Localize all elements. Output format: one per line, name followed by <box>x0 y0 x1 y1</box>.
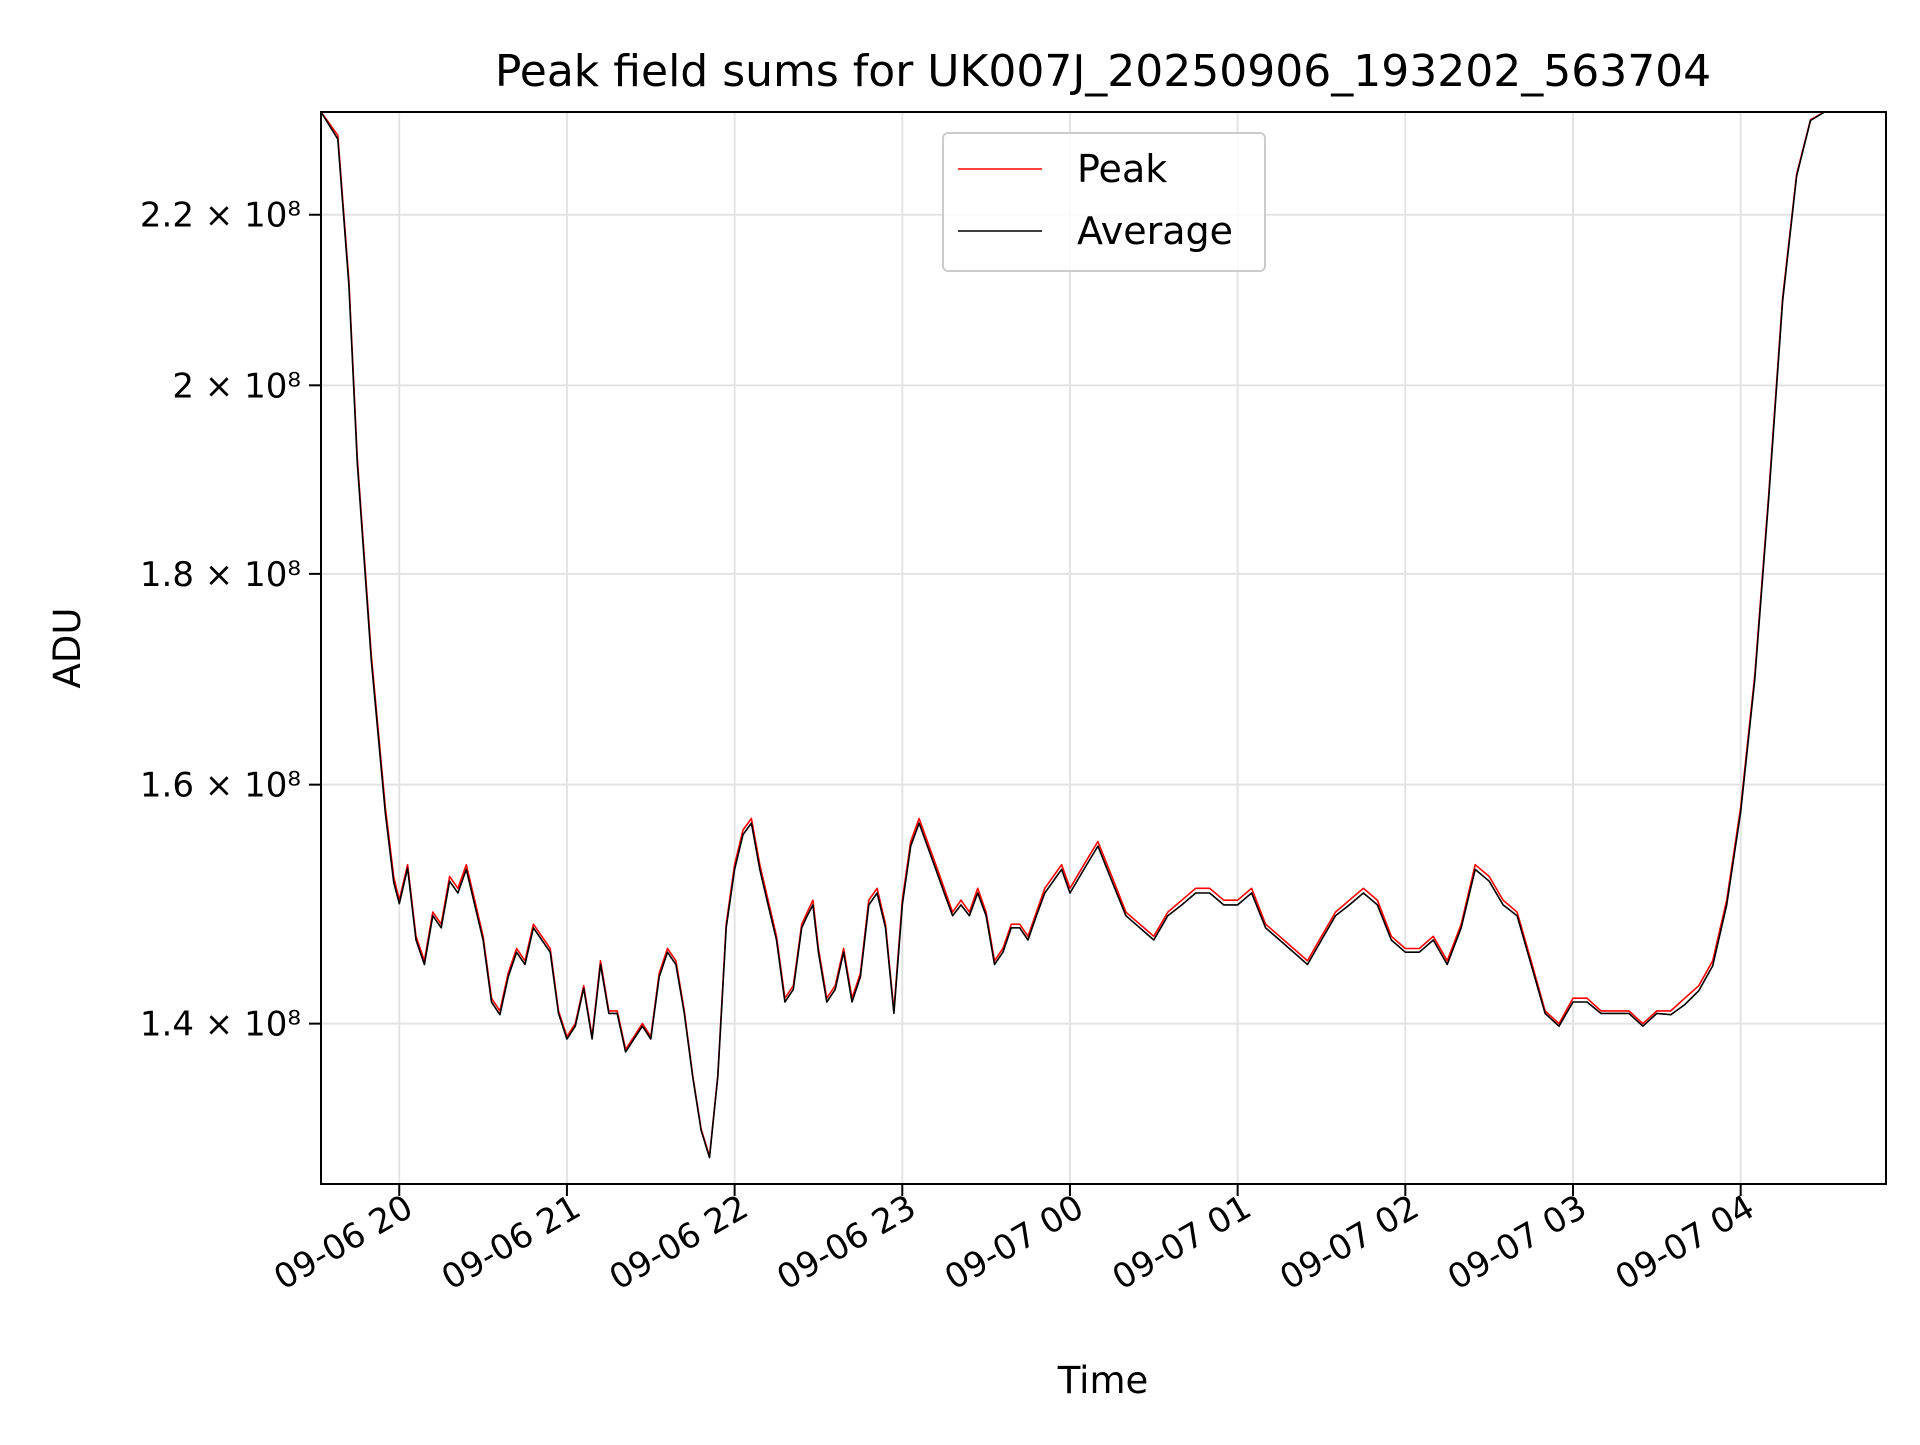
x-tick-label: 09-06 21 <box>435 1187 587 1298</box>
x-axis-label: Time <box>1057 1359 1149 1402</box>
series-line-peak <box>320 111 1825 1158</box>
x-tick-label: 09-07 03 <box>1441 1187 1593 1298</box>
x-tick-label: 09-07 00 <box>938 1187 1090 1298</box>
grid <box>321 112 1886 1184</box>
x-tick-label: 09-06 23 <box>770 1187 922 1298</box>
y-tick-label: 1.4 × 10⁸ <box>140 1005 301 1045</box>
series-line-average <box>320 111 1825 1159</box>
legend-label-average: Average <box>1077 209 1233 253</box>
x-axis-ticks: 09-06 20 09-06 21 09-06 22 09-06 23 09-07 00… <box>267 1184 1761 1298</box>
y-tick-label: 2.2 × 10⁸ <box>140 196 301 236</box>
x-tick-label: 09-07 04 <box>1609 1187 1761 1298</box>
y-tick-label: 2 × 10⁸ <box>172 366 301 406</box>
y-tick-label: 1.6 × 10⁸ <box>140 766 301 806</box>
legend-box <box>942 132 1266 272</box>
plot-frame <box>320 111 1887 1185</box>
x-tick-label: 09-07 01 <box>1106 1187 1258 1298</box>
legend: Peak Average <box>942 132 1266 272</box>
y-axis-ticks: 1.4 × 10⁸ 1.6 × 10⁸ 1.8 × 10⁸ 2 × 10⁸ 2.2 × … <box>140 196 321 1045</box>
y-tick-label: 1.8 × 10⁸ <box>140 555 301 595</box>
legend-label-peak: Peak <box>1077 147 1167 191</box>
x-tick-label: 09-07 02 <box>1273 1187 1425 1298</box>
series-lines <box>320 111 1825 1159</box>
x-tick-label: 09-06 20 <box>267 1187 419 1298</box>
y-axis-label: ADU <box>46 608 89 689</box>
x-tick-label: 09-06 22 <box>603 1187 755 1298</box>
chart-title: Peak field sums for UK007J_20250906_1932… <box>495 46 1711 97</box>
